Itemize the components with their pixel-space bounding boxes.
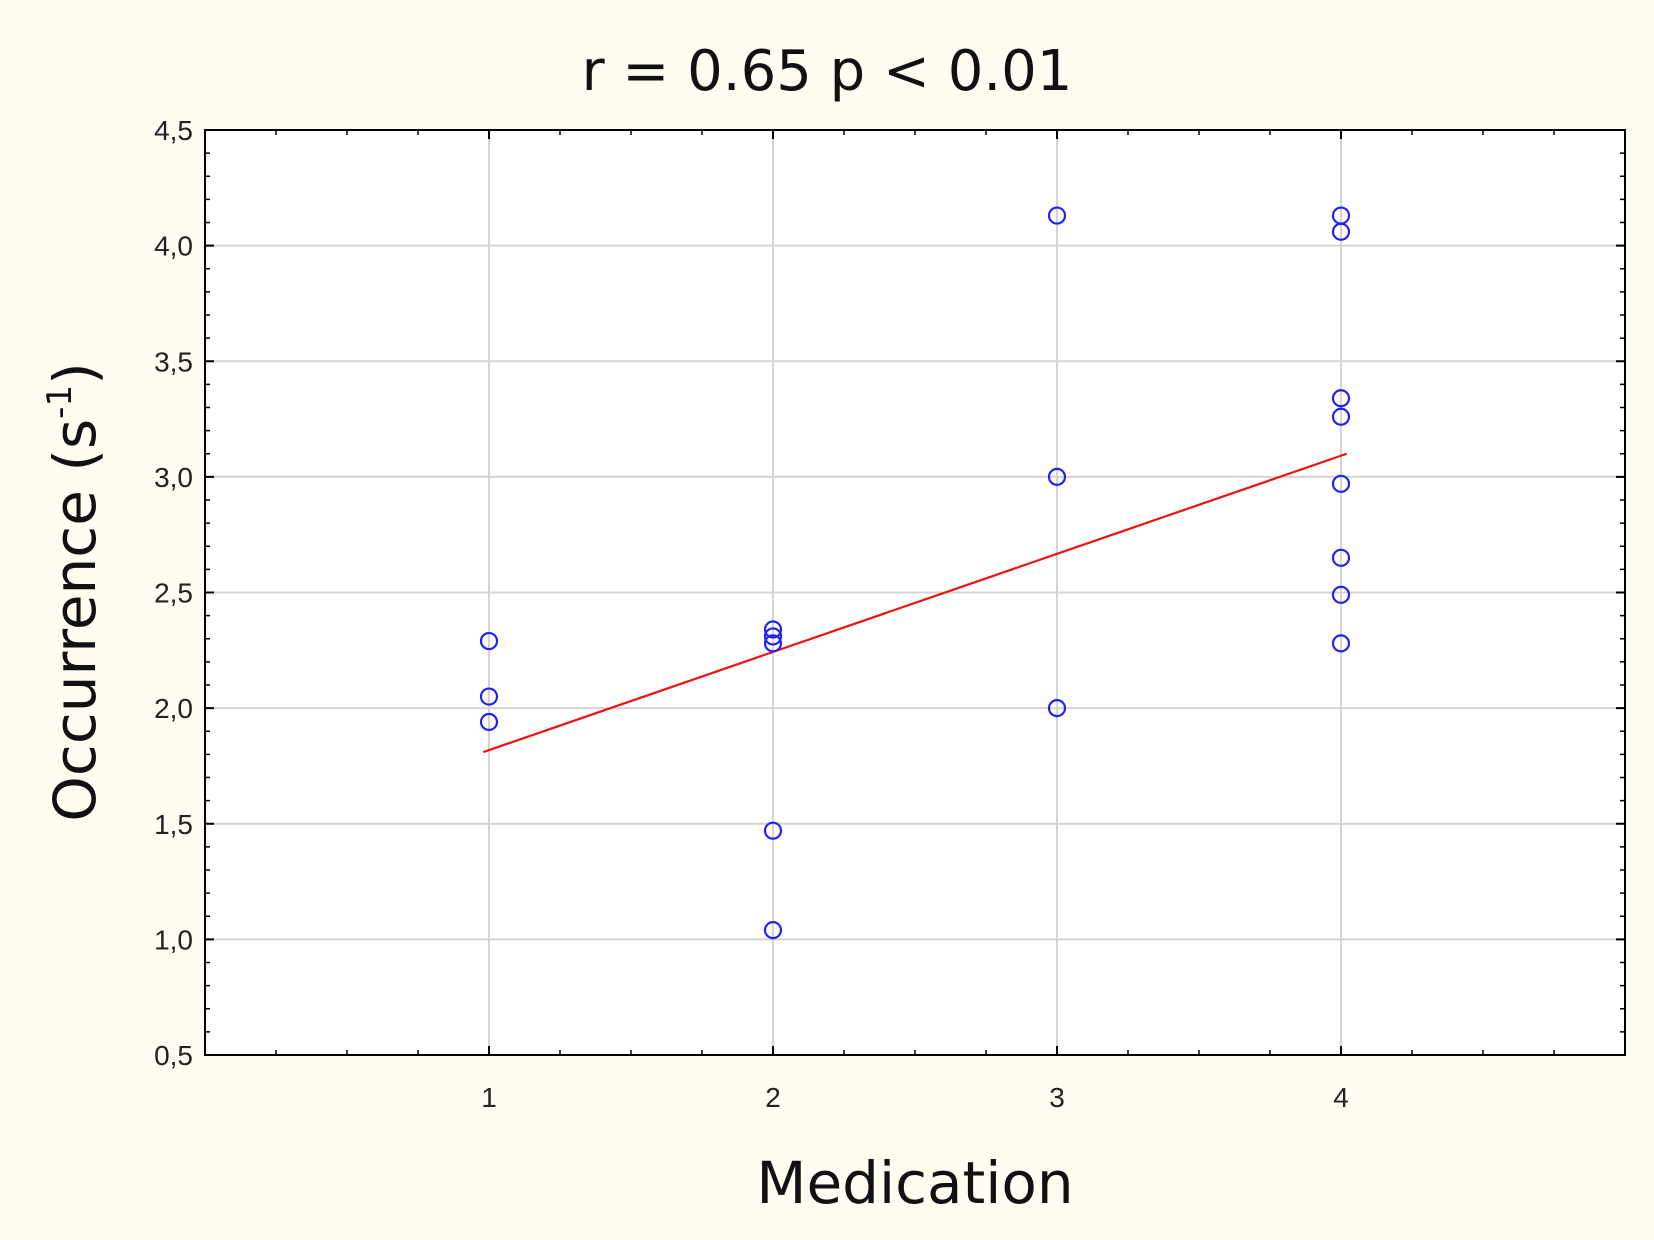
y-tick-label: 4,5 (154, 115, 193, 146)
grid-lines (205, 130, 1625, 1055)
x-tick-label: 3 (1049, 1082, 1065, 1113)
data-point (1331, 222, 1351, 241)
x-tick-labels: 1 2 3 4 (481, 1082, 1349, 1113)
data-point (1331, 634, 1351, 653)
y-tick-label: 1,0 (154, 924, 193, 955)
fit-line (482, 452, 1348, 754)
plot-frame (204, 129, 1626, 1056)
y-tick-label: 2,5 (154, 578, 193, 609)
data-point (763, 627, 783, 646)
data-point (479, 687, 499, 706)
y-tick-label: 4,0 (154, 231, 193, 262)
x-tick-label: 1 (481, 1082, 497, 1113)
data-point (1331, 407, 1351, 426)
x-axis-label: Medication (756, 1149, 1073, 1217)
y-tick-label: 2,0 (154, 693, 193, 724)
y-tick-label: 3,0 (154, 462, 193, 493)
y-axis-label-superscript: -1 (40, 385, 80, 419)
y-axis-label-suffix: ) (41, 362, 109, 385)
data-point (763, 620, 783, 639)
data-point (763, 921, 783, 940)
y-tick-label: 3,5 (154, 346, 193, 377)
y-axis-label: Occurrence (s-1) (40, 362, 109, 821)
y-tick-label: 1,5 (154, 809, 193, 840)
data-point (1331, 389, 1351, 408)
data-point (479, 631, 499, 651)
y-tick-labels: 0,5 1,0 1,5 2,0 2,5 3,0 3,5 4,0 4,5 (154, 115, 193, 1071)
data-point (1047, 699, 1067, 718)
data-point (1047, 206, 1067, 225)
x-tick-label: 2 (765, 1082, 781, 1113)
data-point (1047, 467, 1067, 486)
x-tick-label: 4 (1333, 1082, 1349, 1113)
data-point (1331, 585, 1351, 604)
chart-title: r = 0.65 p < 0.01 (582, 39, 1073, 104)
data-point (1331, 548, 1351, 567)
regression-line (482, 452, 1348, 754)
data-points (479, 206, 1351, 940)
data-point (479, 712, 499, 732)
data-point (763, 821, 783, 840)
data-point (763, 634, 783, 653)
data-point (1331, 474, 1351, 493)
y-axis-label-main: Occurrence (s (41, 419, 109, 822)
y-tick-label: 0,5 (154, 1040, 193, 1071)
